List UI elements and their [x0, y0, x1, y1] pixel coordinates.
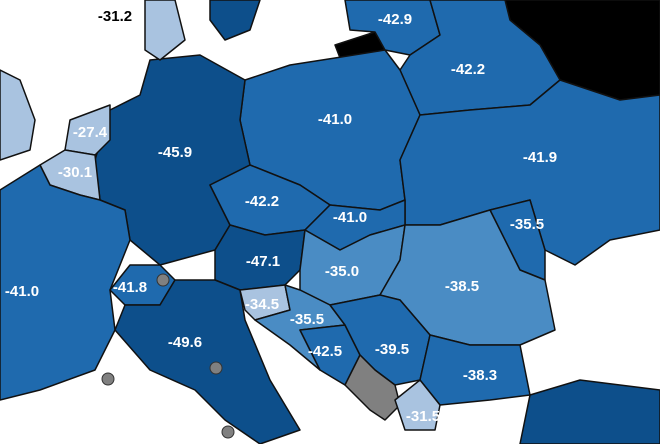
sweden [209, 0, 261, 41]
region-label: -35.5 [510, 216, 544, 233]
region-label: -47.1 [246, 253, 280, 270]
region-label: -49.6 [168, 334, 202, 351]
turkey-west [519, 379, 660, 444]
markers [101, 273, 235, 439]
region-label: -42.2 [451, 61, 485, 78]
france [0, 164, 131, 401]
region-label: -41.0 [318, 111, 352, 128]
region-label: -45.9 [158, 144, 192, 161]
region-label: -41.0 [333, 209, 367, 226]
uk [0, 69, 36, 161]
region-label: -38.3 [463, 367, 497, 384]
region-label: -42.2 [245, 193, 279, 210]
netherlands [64, 104, 111, 156]
region-label: -35.5 [290, 311, 324, 328]
region-label: -27.4 [73, 124, 108, 141]
region-label: -39.5 [375, 341, 409, 358]
region-label: -31.5 [406, 408, 440, 425]
region-label: -41.0 [5, 283, 39, 300]
region-label: -38.5 [445, 278, 479, 295]
italy [114, 279, 301, 444]
region-label: -35.0 [325, 263, 359, 280]
serbia [329, 294, 431, 386]
kosovo-montenegro [344, 354, 401, 421]
region-label: -30.1 [58, 164, 92, 181]
region-label: -34.5 [245, 296, 279, 313]
region-label: -41.9 [523, 149, 557, 166]
north-macedonia [394, 379, 441, 431]
region-label: -31.2 [98, 8, 132, 25]
region-label: -42.9 [378, 11, 412, 28]
region-label: -42.5 [308, 343, 342, 360]
denmark [144, 0, 186, 61]
region-label: -41.8 [113, 279, 147, 296]
